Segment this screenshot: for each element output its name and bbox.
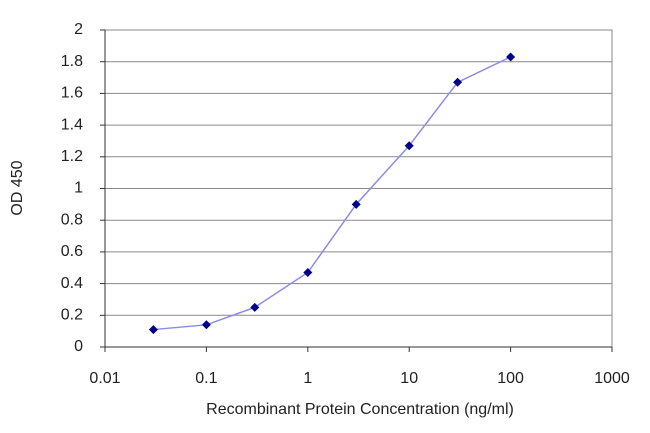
y-tick-label: 0.6: [61, 243, 83, 260]
y-tick-label: 0.8: [61, 211, 83, 228]
data-point: [453, 77, 463, 87]
y-tick-label: 0.2: [61, 307, 83, 324]
x-tick-label: 1000: [594, 370, 630, 387]
y-tick-label: 1.2: [61, 148, 83, 165]
data-line: [153, 56, 511, 331]
x-tick-label: 1: [303, 370, 312, 387]
x-tick-label: 10: [400, 370, 418, 387]
x-tick-label: 0.01: [89, 370, 120, 387]
x-axis-label: Recombinant Protein Concentration (ng/ml…: [206, 401, 514, 418]
x-tick-label: 0.1: [195, 370, 217, 387]
data-point: [404, 141, 414, 151]
y-tick-label: 0.4: [61, 275, 83, 292]
y-tick-label: 1: [74, 180, 83, 197]
y-tick-label: 0: [74, 338, 83, 355]
data-point: [250, 302, 260, 312]
y-tick-label: 1.8: [61, 53, 83, 70]
y-tick-label: 2: [74, 21, 83, 38]
y-axis-label: OD 450: [9, 160, 26, 215]
data-point: [148, 325, 158, 335]
y-tick-label: 1.6: [61, 85, 83, 102]
y-tick-label: 1.4: [61, 116, 83, 133]
data-point: [201, 320, 211, 330]
x-tick-label: 100: [497, 370, 524, 387]
data-point: [351, 199, 361, 209]
data-point: [303, 268, 313, 278]
data-point: [506, 52, 516, 62]
